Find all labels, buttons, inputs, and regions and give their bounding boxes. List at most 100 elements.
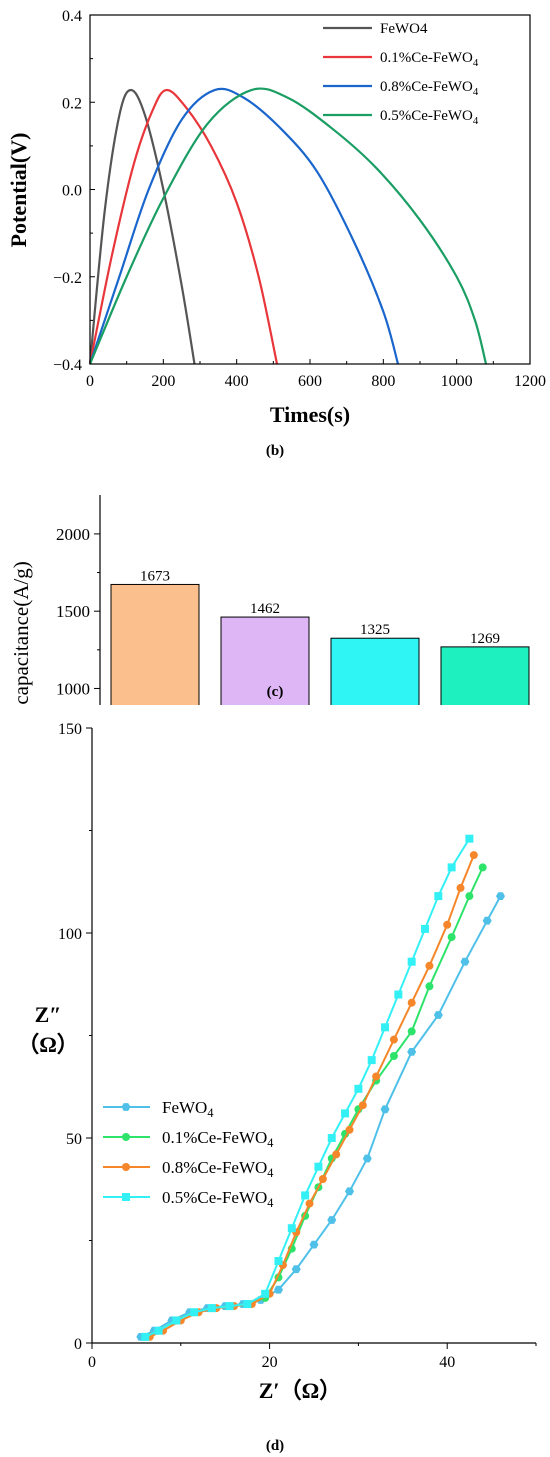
legend-label-b-1: 0.1%Ce-FeWO4 — [380, 50, 479, 69]
y-tick-label-d: 150 — [58, 721, 82, 738]
x-tick-label-b: 600 — [298, 373, 322, 390]
series-point-d-2 — [443, 920, 452, 929]
series-point-d-3 — [225, 1302, 234, 1311]
y-tick-label-c: 1000 — [56, 679, 90, 698]
legend-label-d-3: 0.5%Ce-FeWO4 — [162, 1188, 273, 1210]
legend-label-b-2: 0.8%Ce-FeWO4 — [380, 79, 479, 98]
series-point-d-3 — [172, 1316, 181, 1325]
bar-value-label-c-3: 1269 — [470, 631, 500, 647]
chart-d-ylabel-unit: （Ω） — [17, 1032, 79, 1057]
series-point-d-0 — [495, 892, 505, 900]
series-line-b-0 — [88, 88, 196, 365]
series-line-b-2 — [88, 87, 400, 365]
series-point-d-2 — [318, 1175, 327, 1183]
y-tick-label-b: 0.4 — [62, 8, 82, 25]
chart-d-caption: (d) — [266, 1438, 284, 1454]
series-point-d-3 — [301, 1191, 310, 1200]
series-point-d-1 — [447, 933, 456, 942]
series-point-d-0 — [362, 1154, 372, 1163]
x-tick-label-b: 1200 — [514, 373, 546, 390]
series-point-d-3 — [354, 1084, 363, 1093]
chart-c-ticks: 0500100015002000 — [56, 495, 101, 705]
series-line-b-1 — [88, 88, 279, 365]
series-point-d-0 — [291, 1265, 301, 1274]
series-point-d-3 — [407, 957, 416, 966]
bar-c-1 — [220, 616, 310, 705]
series-point-d-3 — [141, 1332, 150, 1341]
series-point-d-2 — [332, 1150, 341, 1159]
y-tick-label-b: −0.4 — [53, 357, 82, 374]
chart-b: 0 200 400 600 800 1000 1200 −0.4 −0.2 0.0 0.2 0.4 T… — [6, 8, 546, 459]
series-point-d-3 — [381, 1023, 390, 1032]
series-point-d-2 — [305, 1199, 314, 1208]
x-tick-label-b: 200 — [151, 373, 175, 390]
legend-marker-d-3 — [122, 1193, 130, 1201]
chart-b-legend: FeWO4 0.1%Ce-FeWO4 0.8%Ce-FeWO4 0.5%Ce-FeWO… — [323, 21, 479, 127]
series-point-d-1 — [465, 892, 474, 901]
series-point-d-3 — [314, 1162, 323, 1171]
bar-value-label-c-1: 1462 — [250, 601, 280, 617]
series-point-d-3 — [154, 1326, 163, 1335]
series-point-d-0 — [482, 916, 492, 925]
legend-label-b-3: 0.5%Ce-FeWO4 — [380, 108, 479, 127]
series-point-d-3 — [434, 892, 443, 901]
series-point-d-0 — [345, 1187, 355, 1196]
chart-c: 16730.5%Ce-FeWO414620.8%Ce-FeWO413250.1%… — [9, 495, 530, 705]
series-point-d-0 — [327, 1216, 337, 1224]
x-tick-label-d: 40 — [439, 1354, 455, 1371]
series-point-d-3 — [207, 1304, 216, 1313]
series-line-d-3 — [144, 838, 471, 1338]
y-tick-label-d: 0 — [74, 1336, 82, 1353]
chart-d-plot-area — [136, 834, 505, 1341]
chart-b-ylabel: Potential(V) — [6, 133, 31, 248]
series-point-d-2 — [389, 1035, 398, 1044]
y-tick-label-d: 100 — [58, 926, 82, 943]
x-tick-label-d: 20 — [262, 1354, 278, 1371]
series-point-d-2 — [358, 1101, 367, 1110]
series-point-d-1 — [407, 1027, 416, 1036]
legend-marker-d-0 — [121, 1103, 131, 1111]
series-point-d-0 — [433, 1011, 443, 1019]
series-point-d-2 — [456, 883, 465, 892]
legend-label-d-2: 0.8%Ce-FeWO4 — [162, 1158, 273, 1180]
chart-d-ticks: 0 20 40 0 50 100 150 — [58, 721, 537, 1371]
x-tick-label-b: 400 — [225, 373, 249, 390]
chart-b-ticks: 0 200 400 600 800 1000 1200 −0.4 −0.2 0.0 0.2 0.4 — [53, 8, 546, 390]
series-point-d-0 — [460, 957, 470, 966]
chart-c-bars: 16730.5%Ce-FeWO414620.8%Ce-FeWO413250.1%… — [110, 568, 530, 705]
y-tick-label-b: −0.2 — [53, 270, 82, 287]
series-point-d-2 — [469, 851, 478, 860]
series-point-d-3 — [287, 1224, 296, 1233]
y-tick-label-c: 2000 — [56, 525, 90, 544]
chart-b-caption: (b) — [266, 443, 284, 459]
y-tick-label-b: 0.0 — [62, 183, 82, 200]
series-point-d-1 — [425, 982, 434, 991]
series-point-d-3 — [327, 1134, 336, 1142]
series-point-d-3 — [341, 1109, 350, 1118]
series-point-d-1 — [478, 863, 487, 872]
legend-marker-d-1 — [122, 1133, 130, 1141]
chart-d-axes — [91, 728, 536, 1344]
series-point-d-0 — [380, 1105, 390, 1114]
series-point-d-3 — [394, 990, 403, 999]
x-tick-label-b: 0 — [86, 373, 94, 390]
bar-c-3 — [440, 646, 530, 705]
series-line-b-3 — [88, 87, 488, 365]
series-point-d-3 — [367, 1056, 376, 1065]
series-point-d-0 — [273, 1285, 283, 1294]
bar-value-label-c-2: 1325 — [360, 622, 390, 638]
y-tick-label-b: 0.2 — [62, 95, 82, 112]
chart-d-ylabel-symbol: Z″ — [35, 1002, 62, 1027]
chart-b-frame — [89, 14, 531, 365]
chart-b-plot-area — [88, 87, 488, 365]
series-point-d-3 — [243, 1300, 252, 1309]
series-point-d-3 — [274, 1257, 283, 1265]
chart-d: 0 20 40 0 50 100 150 Z′（Ω） Z″ （Ω） FeWO4 0.1%Ce-… — [17, 721, 537, 1454]
series-point-d-2 — [372, 1072, 381, 1081]
series-point-d-2 — [407, 998, 416, 1007]
x-tick-label-d: 0 — [88, 1354, 96, 1371]
legend-label-b-0: FeWO4 — [380, 21, 428, 37]
series-point-d-2 — [425, 961, 434, 970]
chart-b-xlabel: Times(s) — [270, 402, 350, 427]
series-point-d-2 — [345, 1125, 354, 1134]
